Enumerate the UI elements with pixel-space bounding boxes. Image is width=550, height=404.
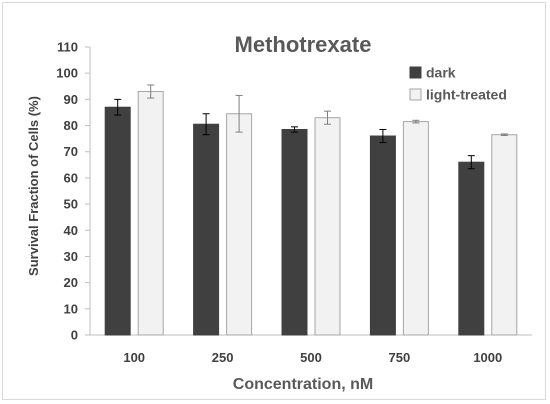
x-tick-label: 250 xyxy=(212,350,234,365)
x-tick-label: 500 xyxy=(300,350,322,365)
y-tick-label: 80 xyxy=(64,118,78,133)
y-axis-label: Survival Fraction of Cells (%) xyxy=(26,96,41,276)
bar-light-treated xyxy=(226,113,253,336)
x-axis-label: Concentration, nM xyxy=(233,376,373,393)
y-tick-label: 110 xyxy=(57,40,78,55)
legend-swatch xyxy=(409,88,422,101)
y-tick-label: 40 xyxy=(64,223,78,238)
bar-light-treated xyxy=(491,134,518,336)
legend-label: light-treated xyxy=(426,87,507,103)
y-tick-label: 90 xyxy=(64,92,78,107)
y-tick-label: 10 xyxy=(64,301,78,316)
x-tick-label: 1000 xyxy=(473,350,502,365)
bar-light-treated xyxy=(402,121,429,336)
legend: dark light-treated xyxy=(409,65,507,103)
y-tick-label: 70 xyxy=(64,144,78,159)
bar-light-treated xyxy=(137,91,164,336)
chart-frame xyxy=(2,2,546,400)
plot-area: 0 10 20 30 40 50 60 70 80 90 100 110 100 250 500 750 100… xyxy=(56,40,532,365)
y-tick-label: 20 xyxy=(64,275,78,290)
y-tick-label: 50 xyxy=(64,197,78,212)
y-tick-label: 0 xyxy=(71,328,78,343)
bar-dark xyxy=(104,106,131,336)
x-tick-label: 750 xyxy=(389,350,411,365)
bar-dark xyxy=(458,161,485,336)
legend-swatch xyxy=(409,66,422,79)
chart-title: Methotrexate xyxy=(235,32,372,57)
y-tick-label: 100 xyxy=(56,66,78,81)
x-tick-label: 100 xyxy=(123,350,145,365)
legend-label: dark xyxy=(426,65,456,81)
bar-dark xyxy=(281,128,308,336)
bar-dark xyxy=(193,123,220,336)
bar-light-treated xyxy=(314,117,341,336)
y-tick-label: 60 xyxy=(64,170,78,185)
y-tick-label: 30 xyxy=(64,249,78,264)
bar-dark xyxy=(369,135,396,336)
